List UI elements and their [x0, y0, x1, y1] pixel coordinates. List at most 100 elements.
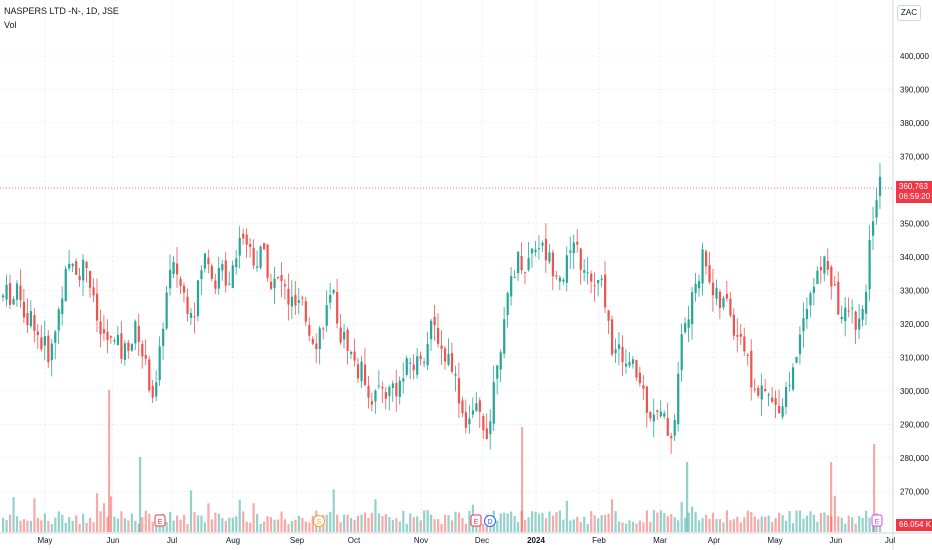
- chart-legend: NASPERS LTD -N-, 1D, JSE Vol: [4, 4, 119, 32]
- candle-body: [297, 300, 300, 303]
- candle-body: [607, 310, 610, 321]
- candle-body: [12, 299, 15, 305]
- candle-body: [308, 325, 311, 336]
- candle-body: [527, 258, 530, 270]
- candle-body: [551, 252, 555, 277]
- candle-body: [791, 367, 795, 390]
- price-axis[interactable]: 400,000390,000380,000370,000360,000350,0…: [900, 52, 929, 497]
- volume-bar: [771, 522, 774, 532]
- candle-body: [732, 314, 735, 336]
- candle-body: [725, 293, 729, 299]
- candle-body: [844, 307, 847, 322]
- volume-bar: [503, 512, 506, 532]
- volume-bar: [694, 511, 697, 532]
- volume-bars: [2, 390, 882, 532]
- candle-body: [207, 257, 210, 265]
- volume-bar: [325, 514, 328, 532]
- candle-body: [172, 262, 175, 274]
- volume-bar: [548, 511, 551, 532]
- volume-bar: [572, 519, 575, 532]
- volume-bar: [670, 514, 673, 532]
- candle-body: [450, 352, 454, 372]
- volume-bar: [416, 516, 419, 532]
- volume-bar: [409, 513, 412, 532]
- candle-body: [221, 264, 224, 271]
- volume-bar: [64, 522, 67, 532]
- volume-bar: [412, 517, 415, 532]
- volume-bar: [308, 522, 311, 532]
- candle-body: [106, 331, 109, 341]
- candle-body: [694, 283, 697, 294]
- volume-spike: [873, 444, 876, 532]
- volume-bar: [826, 515, 829, 532]
- symbol-title[interactable]: NASPERS LTD -N-, 1D, JSE: [4, 6, 119, 16]
- candle-body: [391, 383, 394, 388]
- candle-body: [711, 282, 715, 296]
- candle-body: [816, 270, 819, 285]
- candle-body: [482, 416, 485, 431]
- candle-body: [256, 266, 259, 268]
- candle-body: [475, 403, 478, 411]
- volume-bar: [642, 522, 645, 532]
- volume-bar: [242, 511, 245, 532]
- candle-body: [33, 315, 36, 331]
- volume-label[interactable]: Vol: [4, 20, 17, 30]
- volume-bar: [454, 511, 457, 532]
- volume-bar: [638, 520, 642, 532]
- volume-bar: [19, 520, 22, 532]
- volume-bar: [461, 518, 464, 532]
- volume-bar: [604, 515, 607, 532]
- time-axis[interactable]: May Jun Jul Aug Sep Oct Nov Dec 2024 Feb Mar Apr May…: [37, 536, 895, 545]
- volume-bar: [778, 512, 781, 532]
- event-marker-earnings[interactable]: E: [154, 514, 166, 527]
- volume-bar: [586, 523, 589, 532]
- volume-bar: [858, 516, 861, 532]
- volume-bar: [708, 519, 711, 532]
- event-marker-earnings[interactable]: E: [470, 514, 482, 527]
- volume-bar: [8, 514, 12, 532]
- event-marker-split[interactable]: S: [313, 515, 325, 527]
- candle-body: [336, 292, 339, 324]
- volume-bar: [287, 523, 290, 532]
- event-marker-earnings[interactable]: E: [871, 514, 883, 527]
- candle-body: [68, 263, 71, 269]
- candle-body: [113, 340, 116, 342]
- volume-bar: [144, 510, 147, 532]
- volume-bar: [50, 523, 53, 532]
- candle-body: [238, 237, 241, 256]
- candle-body: [137, 325, 140, 342]
- candle-body: [851, 307, 854, 309]
- candle-body: [78, 275, 81, 280]
- candle-body: [684, 323, 687, 333]
- volume-bar: [336, 514, 339, 532]
- volume-bar: [405, 523, 408, 532]
- candle-body: [736, 335, 739, 337]
- volume-bar: [339, 522, 342, 532]
- candle-body: [520, 255, 523, 271]
- candle-body: [485, 428, 488, 439]
- candle-body: [315, 343, 318, 350]
- candle-body: [537, 248, 541, 250]
- currency-button[interactable]: ZAC: [897, 5, 921, 21]
- volume-bar: [687, 512, 690, 532]
- candle-body: [785, 386, 788, 407]
- volume-bar: [106, 516, 109, 532]
- candle-body: [764, 388, 767, 392]
- candle-body: [130, 343, 133, 351]
- volume-bar: [12, 497, 15, 532]
- candle-body: [701, 249, 704, 284]
- svg-text:E: E: [474, 519, 479, 526]
- volume-bar: [266, 516, 269, 532]
- volume-bar: [600, 515, 603, 532]
- volume-bar: [283, 519, 287, 532]
- event-marker-dividend[interactable]: D: [484, 515, 496, 527]
- volume-bar: [2, 517, 5, 532]
- volume-bar: [656, 512, 659, 532]
- volume-bar: [263, 521, 266, 532]
- volume-bar: [92, 522, 95, 532]
- volume-bar: [151, 521, 154, 532]
- candle-body: [22, 301, 26, 318]
- candle-body: [416, 356, 419, 375]
- candle-body: [144, 355, 147, 359]
